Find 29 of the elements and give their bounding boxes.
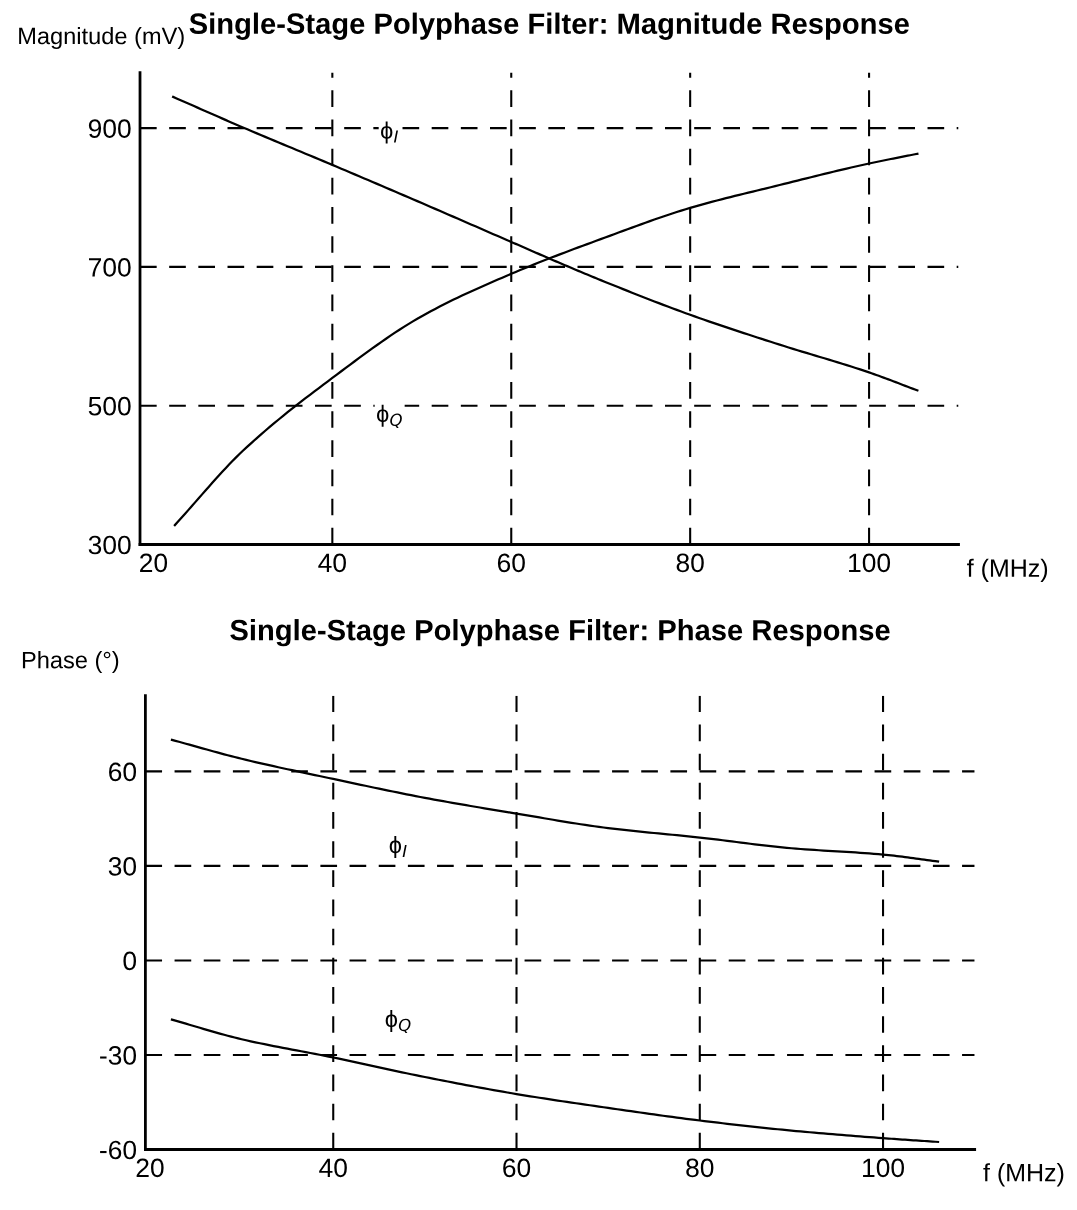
- x-axis-title: f (MHz): [967, 558, 1048, 582]
- series-label: ϕ$_{I}$: [381, 121, 398, 144]
- y-tick-label: 900: [88, 119, 131, 138]
- text: ϕ$_{Q}$: [377, 404, 402, 428]
- y-tick-label: -30: [100, 1046, 137, 1065]
- y-tick-label: 60: [109, 762, 137, 782]
- x-tick-label: 80: [686, 1158, 714, 1178]
- y-tick-label: 0: [123, 951, 137, 971]
- x-tick-label: 80: [676, 553, 704, 573]
- y-tick-label: 300: [88, 535, 131, 555]
- x-tick-label: 40: [318, 553, 346, 573]
- y-tick-label: 30: [108, 857, 137, 876]
- y-tick-label: 700: [89, 258, 131, 277]
- x-tick-label: 60: [497, 553, 525, 573]
- chart-title: Single-Stage Polyphase Filter: Phase Response: [230, 619, 890, 647]
- x-tick-label: 20: [136, 1158, 164, 1178]
- chart-title: Single-Stage Polyphase Filter: Magnitude Response: [189, 12, 909, 40]
- y-axis-title: Phase (°): [22, 651, 119, 674]
- x-tick-label: 20: [140, 553, 168, 573]
- series-label: ϕ$_{I}$: [389, 836, 407, 859]
- y-tick-label: -60: [100, 1140, 137, 1160]
- y-tick-label: 500: [88, 396, 131, 416]
- x-tick-label: 100: [863, 1158, 905, 1178]
- x-tick-label: 40: [319, 1158, 347, 1178]
- x-tick-label: 60: [503, 1158, 531, 1178]
- y-axis-title: Magnitude (mV): [19, 27, 184, 49]
- x-tick-label: 100: [849, 553, 891, 573]
- x-axis-title: f (MHz): [983, 1163, 1064, 1187]
- series-label: ϕ$_{Q}$: [385, 1009, 411, 1034]
